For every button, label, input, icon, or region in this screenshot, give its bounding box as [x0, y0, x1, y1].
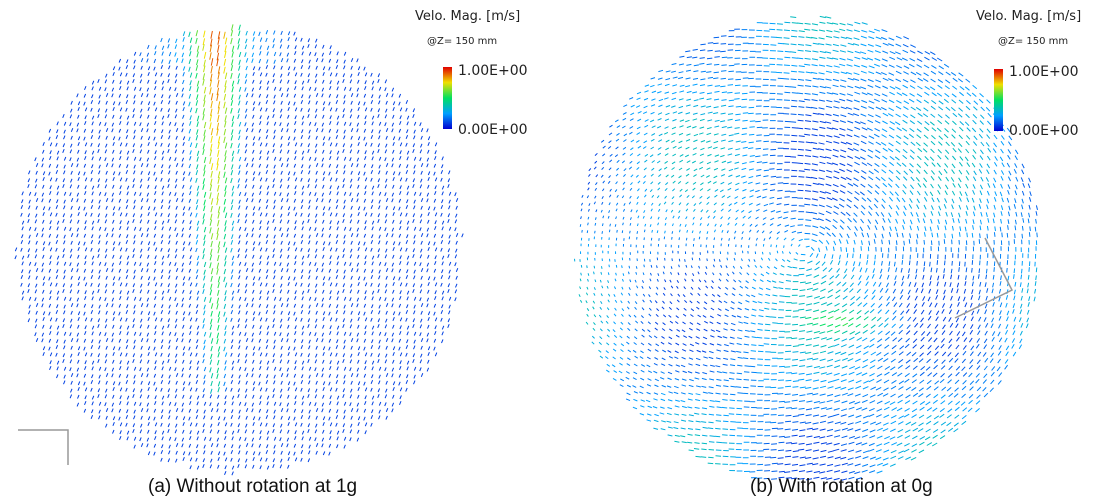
- legend-min: 0.00E+00: [458, 122, 528, 138]
- caption: (b) With rotation at 0g: [750, 476, 933, 497]
- caption: (a) Without rotation at 1g: [148, 476, 357, 497]
- legend-max: 1.00E+00: [458, 63, 528, 79]
- vector-arrows: [813, 316, 854, 327]
- axis-corner: [18, 430, 68, 465]
- vector-arrows: [183, 31, 247, 351]
- vector-arrows: [581, 29, 1038, 479]
- vector-arrows: [175, 31, 255, 370]
- legend-b: Velo. Mag. [m/s] @Z= 150 mm 1.00E+00 0.0…: [976, 9, 1081, 139]
- vector-arrows: [203, 44, 227, 205]
- figure: Velo. Mag. [m/s] @Z= 150 mm 1.00E+00 0.0…: [0, 0, 1102, 498]
- vector-arrows: [155, 30, 276, 386]
- vector-arrows: [211, 31, 220, 66]
- vector-arrows: [800, 310, 876, 334]
- vector-arrows: [189, 32, 241, 392]
- vector-arrows: [203, 73, 227, 240]
- vector-arrows: [828, 317, 848, 326]
- colorbar: [443, 67, 452, 129]
- legend-a: Velo. Mag. [m/s] @Z= 150 mm 1.00E+00 0.0…: [415, 9, 528, 138]
- vector-field-a: [15, 24, 463, 475]
- legend-title: Velo. Mag. [m/s]: [415, 9, 520, 24]
- legend-title: Velo. Mag. [m/s]: [976, 9, 1081, 24]
- vector-arrows: [190, 25, 240, 379]
- vector-arrows: [196, 24, 233, 274]
- vector-arrows: [581, 23, 1037, 474]
- legend-min: 0.00E+00: [1009, 123, 1079, 139]
- colorbar: [994, 69, 1003, 131]
- vector-arrows: [140, 31, 290, 392]
- vector-field-b: [575, 16, 1038, 480]
- axis-corner: [955, 238, 1012, 318]
- vector-arrows: [196, 38, 234, 309]
- vector-arrows: [203, 31, 227, 171]
- vector-arrows: [210, 32, 226, 136]
- legend-max: 1.00E+00: [1009, 64, 1079, 80]
- vector-arrows: [189, 67, 241, 394]
- vector-arrows: [196, 73, 234, 344]
- legend-subtitle: @Z= 150 mm: [998, 36, 1068, 47]
- legend-subtitle: @Z= 150 mm: [427, 36, 497, 47]
